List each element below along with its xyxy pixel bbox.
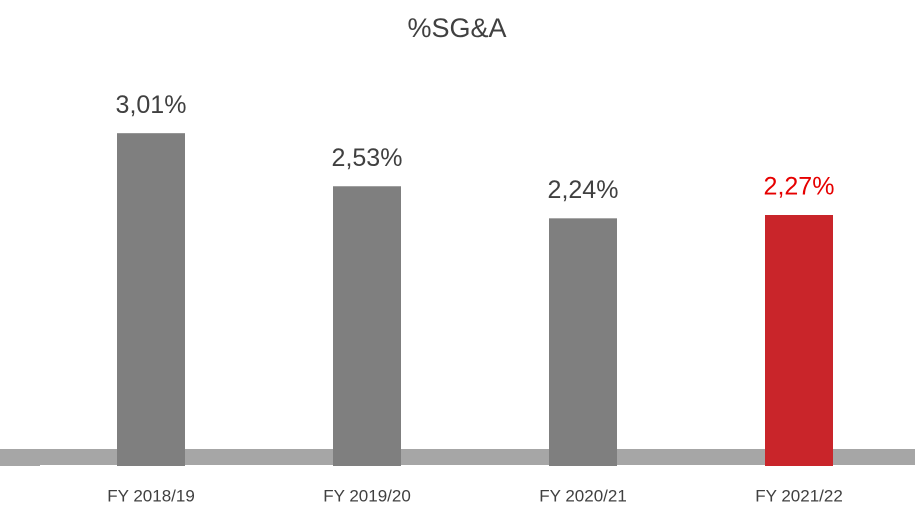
value-label: 2,53% [332, 144, 403, 172]
axis-band [0, 449, 915, 466]
bar [333, 186, 401, 467]
value-label: 3,01% [116, 91, 187, 119]
bar [765, 215, 833, 466]
bar [117, 133, 185, 466]
x-tick-label: FY 2018/19 [107, 486, 195, 505]
x-tick-label: FY 2020/21 [539, 486, 627, 505]
value-label: 2,24% [548, 176, 619, 204]
chart-title: %SG&A [407, 13, 506, 43]
x-tick-label: FY 2021/22 [755, 486, 843, 505]
x-tick-label: FY 2019/20 [323, 486, 411, 505]
bar [549, 218, 617, 466]
value-label: 2,27% [764, 173, 835, 201]
